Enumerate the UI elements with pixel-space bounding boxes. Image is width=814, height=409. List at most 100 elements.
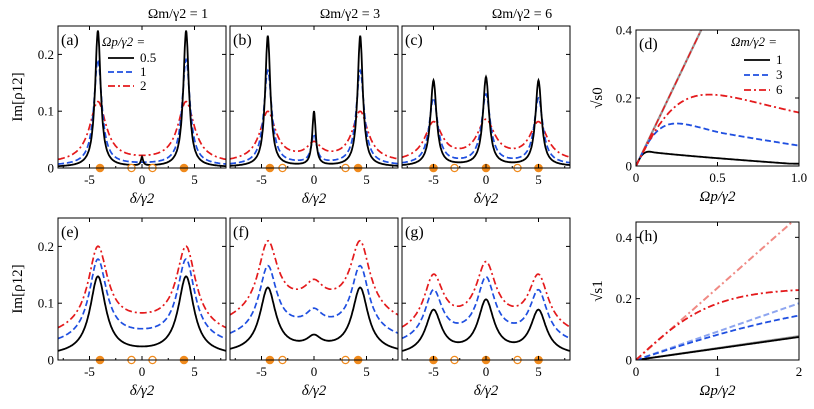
plot-area bbox=[58, 245, 226, 352]
x-tick-label: -5 bbox=[84, 172, 95, 187]
y-tick-label: 0 bbox=[626, 353, 633, 368]
series-line-2 bbox=[402, 118, 570, 159]
x-tick-label: -5 bbox=[428, 172, 439, 187]
plot-area bbox=[230, 35, 398, 167]
axes-frame bbox=[229, 25, 399, 169]
series-line-0.5 bbox=[58, 30, 226, 168]
asymptote-red-overlay bbox=[636, 30, 702, 166]
x-axis-label: δ/γ2 bbox=[474, 383, 499, 399]
panel-d: 0 0.5 1.0 0 0.2 0.4 (d) Ωp/γ2 √s0 Ωm/γ2 = 136 bbox=[590, 23, 807, 206]
axes-frame bbox=[635, 29, 800, 167]
legend-label-3: 3 bbox=[776, 67, 783, 82]
plot-area bbox=[402, 74, 570, 166]
y-axis-label: √s0 bbox=[590, 87, 606, 109]
series-line-1 bbox=[636, 336, 799, 360]
x-axis-label: Ωp/γ2 bbox=[700, 383, 736, 399]
series-line-2 bbox=[58, 245, 226, 329]
axes-frame bbox=[229, 217, 399, 361]
plot-area bbox=[230, 239, 398, 350]
x-tick-label: 5 bbox=[535, 172, 542, 187]
column-titles: Ωm/γ2 = 1 Ωm/γ2 = 3 Ωm/γ2 = 6 bbox=[148, 7, 552, 22]
x-tick-label: 1 bbox=[714, 364, 721, 379]
legend-label-0.5: 0.5 bbox=[140, 50, 156, 65]
series-line-6 bbox=[636, 289, 799, 360]
x-tick-label: 0 bbox=[311, 364, 318, 379]
series-line-3 bbox=[636, 314, 799, 360]
panel-g: -5 0 5 (g) δ/γ2 bbox=[401, 217, 571, 399]
x-tick-label: 0 bbox=[483, 172, 490, 187]
y-tick-label: 0 bbox=[626, 159, 633, 174]
panel-label: (d) bbox=[639, 36, 658, 53]
panel-h: 0 1 2 0 0.2 0.4 (h) Ωp/γ2 √s1 bbox=[590, 221, 802, 399]
panel-label: (h) bbox=[639, 228, 658, 245]
y-tick-label: 0.1 bbox=[38, 104, 54, 119]
column-title-1: Ωm/γ2 = 1 bbox=[148, 7, 208, 22]
x-axis-label: δ/γ2 bbox=[302, 191, 327, 207]
x-tick-label: 5 bbox=[363, 364, 370, 379]
panel-label: (b) bbox=[233, 32, 252, 49]
x-tick-label: -5 bbox=[84, 364, 95, 379]
y-tick-label: 0 bbox=[48, 161, 55, 176]
x-tick-label: 0 bbox=[633, 364, 640, 379]
series-line-2 bbox=[230, 110, 398, 160]
x-tick-label: 0 bbox=[483, 364, 490, 379]
x-tick-label: 0 bbox=[139, 364, 146, 379]
series-line-1 bbox=[636, 150, 799, 166]
column-title-2: Ωm/γ2 = 3 bbox=[320, 7, 380, 22]
panel-label: (g) bbox=[405, 224, 424, 241]
legend-title: Ωp/γ2 = bbox=[102, 34, 145, 49]
column-title-3: Ωm/γ2 = 6 bbox=[492, 7, 552, 22]
series-line-2 bbox=[58, 100, 226, 161]
x-tick-label: 5 bbox=[191, 172, 198, 187]
series-line-0.5 bbox=[58, 275, 226, 352]
series-line-1 bbox=[58, 258, 226, 340]
x-tick-label: 0.5 bbox=[709, 170, 725, 185]
x-tick-label: -5 bbox=[428, 364, 439, 379]
panel-label: (a) bbox=[61, 32, 79, 49]
legend-label-6: 6 bbox=[776, 82, 783, 97]
series-line-0.5 bbox=[402, 74, 570, 166]
series-line-1 bbox=[58, 57, 226, 165]
panel-label: (f) bbox=[233, 224, 249, 241]
legend-title: Ωm/γ2 = bbox=[731, 34, 777, 49]
x-tick-label: 0 bbox=[139, 172, 146, 187]
y-tick-label: 0.2 bbox=[616, 291, 632, 306]
x-tick-label: -5 bbox=[256, 364, 267, 379]
panel-f: -5 0 5 (f) δ/γ2 bbox=[229, 217, 399, 399]
x-tick-label: -5 bbox=[256, 172, 267, 187]
panel-c: -5 0 5 (c) δ/γ2 bbox=[401, 25, 571, 207]
y-axis-label: Im[ρ12] bbox=[10, 72, 26, 121]
x-axis-label: δ/γ2 bbox=[474, 191, 499, 207]
panel-e: -5 0 5 0 0.1 0.2 (e) δ/γ2 Im[ρ12] bbox=[10, 217, 227, 399]
y-tick-label: 0.1 bbox=[38, 296, 54, 311]
x-axis-label: δ/γ2 bbox=[302, 383, 327, 399]
series-line-0.5 bbox=[230, 35, 398, 167]
y-tick-label: 0.4 bbox=[616, 230, 633, 245]
x-tick-label: 0 bbox=[633, 170, 640, 185]
series-line-0.5 bbox=[402, 298, 570, 352]
plot-area bbox=[58, 30, 226, 168]
x-tick-label: 5 bbox=[191, 364, 198, 379]
series-line-1 bbox=[402, 92, 570, 164]
series-line-2 bbox=[230, 239, 398, 316]
panel-label: (c) bbox=[405, 32, 423, 49]
y-axis-label: √s1 bbox=[590, 280, 606, 302]
series-line-2 bbox=[402, 260, 570, 328]
series-line-3 bbox=[636, 122, 799, 166]
asymptote-3 bbox=[636, 302, 799, 360]
plot-area bbox=[636, 222, 799, 360]
panel-label: (e) bbox=[61, 224, 79, 241]
y-tick-label: 0.2 bbox=[38, 47, 54, 62]
panel-b: -5 0 5 (b) δ/γ2 bbox=[229, 25, 399, 207]
x-axis-label: Ωp/γ2 bbox=[700, 189, 736, 205]
y-tick-label: 0.2 bbox=[616, 91, 632, 106]
x-tick-label: 0 bbox=[311, 172, 318, 187]
legend-label-2: 2 bbox=[140, 78, 147, 93]
legend-label-1: 1 bbox=[776, 52, 783, 67]
x-tick-label: 5 bbox=[535, 364, 542, 379]
x-axis-label: δ/γ2 bbox=[130, 191, 155, 207]
plot-area bbox=[636, 30, 799, 166]
panel-a: -5 0 5 0 0.1 0.2 (a) δ/γ2 Im[ρ12] Ωp/γ2 =0.512 bbox=[10, 25, 227, 207]
